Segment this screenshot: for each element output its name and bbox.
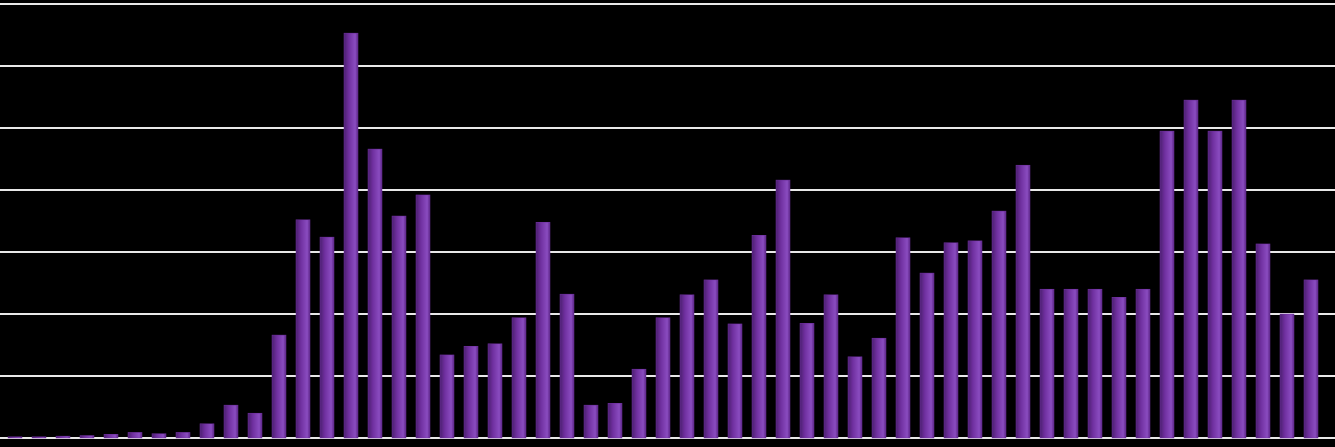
bar	[1039, 288, 1055, 439]
bar	[79, 435, 95, 439]
bar	[727, 323, 743, 439]
bar	[487, 343, 503, 439]
bar	[391, 215, 407, 439]
bar	[103, 434, 119, 439]
bar	[679, 294, 695, 439]
bar	[1015, 164, 1031, 439]
bar	[7, 436, 23, 439]
bar	[247, 412, 263, 439]
bar	[703, 279, 719, 439]
bar	[151, 433, 167, 439]
bar	[871, 337, 887, 439]
bar	[1255, 243, 1271, 439]
bar	[1135, 288, 1151, 439]
bar	[31, 436, 47, 439]
bar	[1111, 297, 1127, 439]
bar	[415, 194, 431, 439]
bar	[343, 32, 359, 439]
bar	[751, 235, 767, 439]
bar	[991, 210, 1007, 439]
bar	[1279, 313, 1295, 439]
bar	[319, 236, 335, 439]
bar	[367, 148, 383, 439]
bar	[847, 356, 863, 439]
bar	[799, 323, 815, 439]
bar	[223, 404, 239, 439]
bar	[655, 317, 671, 439]
bar	[583, 404, 599, 439]
bar	[631, 368, 647, 439]
bar	[463, 345, 479, 439]
bar	[775, 179, 791, 439]
bar	[559, 293, 575, 439]
bar	[895, 237, 911, 439]
bar	[607, 403, 623, 439]
bar	[175, 432, 191, 439]
bar	[1303, 279, 1319, 439]
bar	[1183, 99, 1199, 439]
bar	[127, 432, 143, 439]
bar	[1087, 288, 1103, 439]
bar	[823, 294, 839, 439]
bar	[271, 334, 287, 439]
bar	[439, 354, 455, 439]
bar	[1063, 288, 1079, 439]
bar	[919, 272, 935, 439]
bar	[1231, 99, 1247, 439]
bar	[967, 240, 983, 439]
bar	[199, 423, 215, 439]
bar	[1207, 130, 1223, 439]
bar	[295, 219, 311, 439]
bar	[511, 317, 527, 439]
bar	[943, 242, 959, 439]
bar	[55, 435, 71, 439]
bar	[535, 221, 551, 439]
bar	[1159, 130, 1175, 439]
